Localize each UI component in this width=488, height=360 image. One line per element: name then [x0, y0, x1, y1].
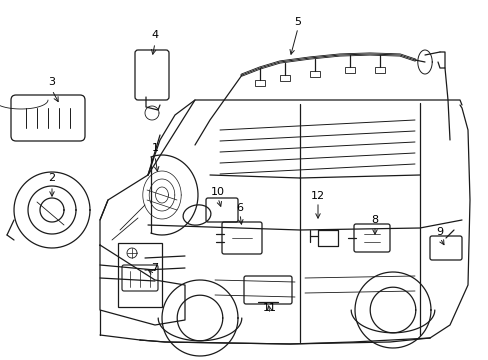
Text: 4: 4 — [151, 30, 158, 40]
Text: 7: 7 — [151, 263, 158, 273]
Text: 11: 11 — [263, 303, 276, 313]
Text: 12: 12 — [310, 191, 325, 201]
Text: 6: 6 — [236, 203, 243, 213]
Bar — [309, 71, 319, 77]
Bar — [254, 80, 264, 86]
Bar — [118, 243, 162, 307]
Text: 3: 3 — [48, 77, 55, 87]
Bar — [374, 67, 384, 73]
Bar — [280, 75, 289, 81]
Text: 8: 8 — [371, 215, 378, 225]
Text: 10: 10 — [210, 187, 224, 197]
Text: 9: 9 — [436, 227, 443, 237]
Text: 1: 1 — [151, 143, 158, 153]
Bar — [345, 67, 354, 73]
Text: 2: 2 — [48, 173, 56, 183]
Text: 5: 5 — [294, 17, 301, 27]
